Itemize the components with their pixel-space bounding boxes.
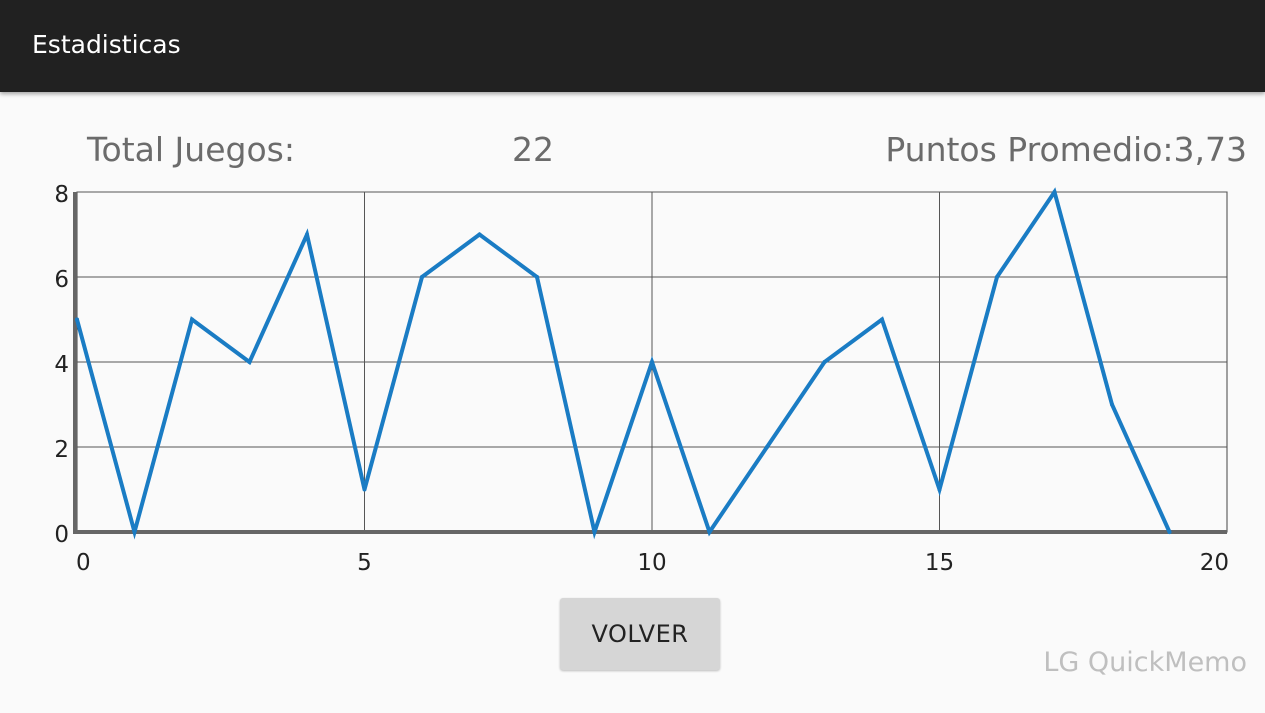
x-tick-label: 20 — [1200, 550, 1229, 576]
average-points: Puntos Promedio:3,73 — [885, 128, 1247, 172]
data-point — [1110, 402, 1114, 407]
y-tick-label: 8 — [54, 182, 69, 208]
data-point — [765, 445, 769, 449]
data-point — [190, 317, 194, 322]
y-tick-label: 4 — [54, 352, 69, 378]
data-point — [592, 530, 597, 534]
data-point — [132, 530, 137, 534]
data-point — [362, 487, 367, 492]
total-games-label: Total Juegos: — [87, 130, 295, 169]
data-point — [995, 275, 999, 279]
points-line-chart: 0 5 10 15 20 0 2 4 6 8 — [54, 182, 1229, 576]
series-line — [75, 187, 1172, 540]
total-games-value: 22 — [512, 130, 554, 169]
data-point — [650, 360, 654, 364]
x-tick-label: 10 — [637, 550, 666, 576]
data-point — [707, 530, 712, 534]
y-tick-label: 2 — [54, 437, 69, 463]
app-title: Estadisticas — [32, 30, 181, 59]
data-point — [420, 275, 424, 279]
data-point — [1052, 190, 1057, 194]
x-tick-label: 0 — [76, 550, 91, 576]
volver-button[interactable]: VOLVER — [560, 598, 720, 670]
y-tick-label: 6 — [54, 267, 69, 293]
watermark-text: LG QuickMemo — [1043, 647, 1247, 678]
data-point — [247, 360, 252, 364]
y-tick-label: 0 — [54, 522, 69, 548]
average-points-value: 3,73 — [1173, 130, 1247, 169]
data-point — [937, 487, 942, 492]
data-point — [880, 317, 884, 322]
data-point — [305, 232, 309, 237]
data-point — [1167, 530, 1172, 534]
data-point — [75, 317, 79, 322]
average-points-label: Puntos Promedio: — [885, 130, 1174, 169]
app-bar: Estadisticas — [0, 0, 1265, 92]
x-tick-label: 15 — [925, 550, 954, 576]
data-point — [535, 275, 539, 279]
data-point — [822, 360, 827, 364]
x-tick-label: 5 — [357, 550, 372, 576]
data-point — [477, 232, 482, 237]
